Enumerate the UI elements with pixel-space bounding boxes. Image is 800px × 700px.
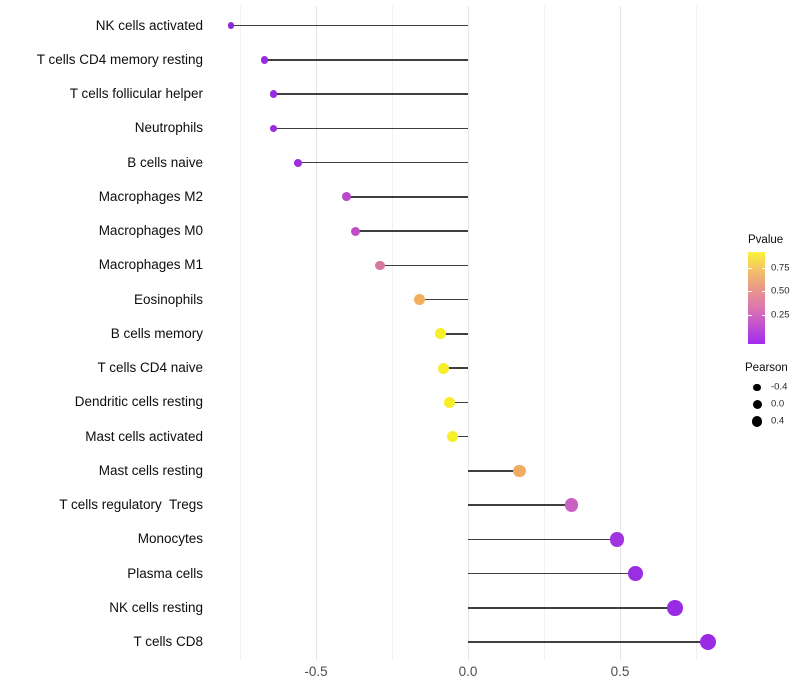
pearson-size-dot	[751, 415, 763, 427]
category-label: Mast cells resting	[98, 462, 203, 478]
lollipop-stem	[230, 24, 468, 27]
category-label: NK cells activated	[95, 17, 203, 33]
category-label: B cells memory	[110, 325, 203, 341]
lollipop-stem	[273, 127, 468, 130]
lollipop-dot	[293, 158, 302, 167]
lollipop-stem	[443, 367, 468, 369]
pearson-legend-title: Pearson	[745, 362, 788, 374]
lollipop-dot	[699, 633, 717, 651]
category-label: Macrophages M1	[98, 257, 203, 273]
major-gridline	[620, 6, 621, 660]
category-label: B cells naive	[127, 154, 203, 170]
lollipop-dot	[341, 192, 351, 202]
pvalue-tick-label: 0.75	[771, 262, 790, 274]
lollipop-stem	[273, 93, 468, 95]
lollipop-stem	[346, 196, 468, 198]
category-label: T cells CD8	[133, 634, 203, 650]
lollipop-dot	[627, 566, 643, 581]
category-label: T cells CD4 memory resting	[36, 51, 203, 67]
minor-gridline	[696, 6, 697, 660]
lollipop-stem	[264, 59, 468, 61]
category-label: Monocytes	[137, 531, 203, 547]
x-axis-tick-label: 0.5	[610, 664, 630, 679]
category-label: Eosinophils	[133, 291, 203, 307]
lollipop-stem	[419, 298, 468, 301]
pvalue-tick-label: 0.50	[771, 285, 790, 297]
pearson-size-label: -0.4	[771, 381, 788, 393]
lollipop-dot	[438, 362, 450, 374]
lollipop-dot	[375, 260, 385, 271]
lollipop-dot	[609, 532, 625, 547]
major-gridline	[316, 6, 317, 660]
lollipop-dot	[227, 22, 235, 29]
pearson-size-dot	[752, 399, 762, 409]
lollipop-stem	[379, 264, 468, 267]
category-label: Mast cells activated	[85, 428, 203, 444]
category-label: Neutrophils	[134, 120, 203, 136]
lollipop-stem	[355, 230, 468, 232]
pearson-size-label: 0.4	[771, 415, 785, 427]
x-axis-tick-label: -0.5	[304, 664, 328, 679]
lollipop-dot	[666, 599, 683, 616]
category-label: Macrophages M0	[98, 223, 203, 239]
lollipop-stem	[468, 641, 709, 643]
colorbar-tick-mark	[748, 315, 752, 316]
lollipop-stem	[468, 572, 636, 575]
pearson-size-dot	[753, 383, 761, 391]
lollipop-stem	[440, 333, 468, 335]
lollipop-stem	[449, 401, 468, 404]
colorbar-tick-mark	[748, 268, 752, 269]
pvalue-tick-label: 0.25	[771, 309, 790, 321]
lollipop-dot	[414, 294, 425, 305]
category-label: Dendritic cells resting	[74, 394, 203, 410]
lollipop-stem	[468, 504, 572, 506]
colorbar-tick-mark	[748, 291, 752, 292]
lollipop-stem	[468, 607, 675, 609]
pvalue-legend-title: Pvalue	[748, 234, 784, 246]
minor-gridline	[240, 6, 241, 660]
lollipop-stem	[468, 538, 617, 541]
lollipop-dot	[435, 328, 447, 340]
category-label: T cells CD4 naive	[97, 360, 203, 376]
major-gridline	[468, 6, 469, 660]
category-label: NK cells resting	[109, 599, 203, 615]
lollipop-dot	[350, 226, 361, 236]
lollipop-dot	[269, 124, 278, 133]
minor-gridline	[392, 6, 393, 660]
category-label: T cells regulatory Tregs	[59, 497, 203, 513]
category-label: Macrophages M2	[98, 188, 203, 204]
colorbar-tick-mark	[761, 268, 765, 269]
lollipop-dot	[269, 90, 278, 98]
lollipop-dot	[564, 498, 579, 512]
category-label: Plasma cells	[127, 565, 203, 581]
minor-gridline	[544, 6, 545, 660]
colorbar-tick-mark	[761, 315, 765, 316]
lollipop-dot	[260, 56, 268, 64]
lollipop-stem	[297, 161, 468, 164]
lollipop-dot	[513, 464, 526, 478]
x-axis-tick-label: 0.0	[458, 664, 478, 679]
pearson-size-label: 0.0	[771, 398, 785, 410]
pvalue-colorbar	[748, 252, 765, 344]
lollipop-stem	[468, 470, 520, 472]
colorbar-tick-mark	[761, 291, 765, 292]
category-label: T cells follicular helper	[69, 86, 203, 102]
lollipop-dot	[447, 431, 459, 443]
lollipop-dot	[444, 396, 456, 408]
lollipop-stem	[452, 435, 468, 438]
